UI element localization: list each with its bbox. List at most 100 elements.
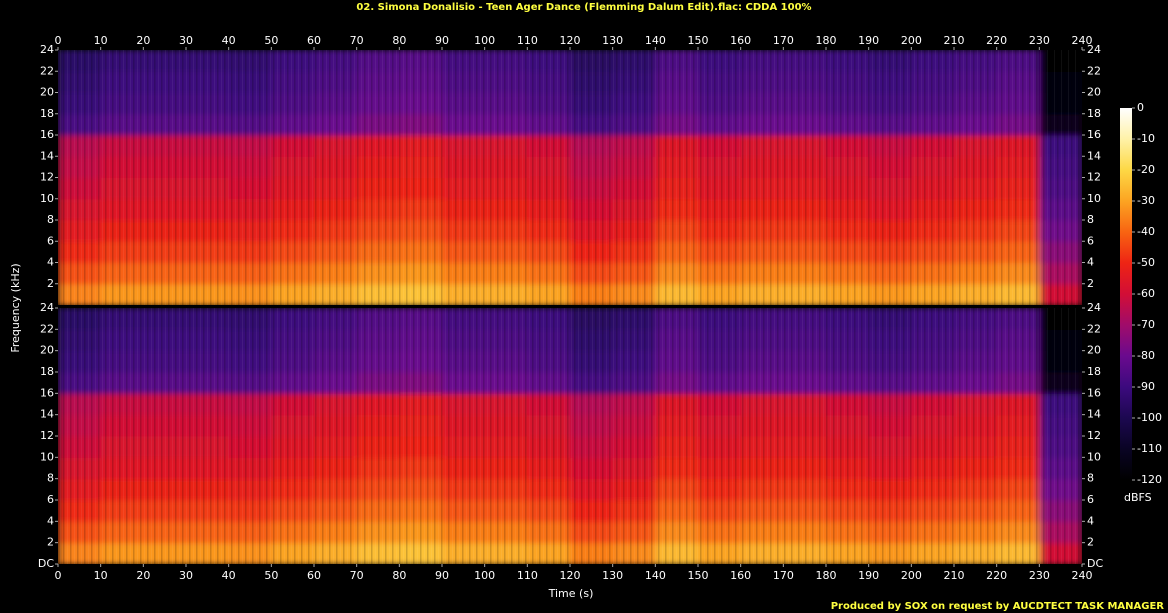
x-tick-label: 150 — [688, 569, 709, 582]
y-tick-label-right: 10 — [1087, 192, 1101, 205]
x-tick-label: 210 — [944, 569, 965, 582]
x-tick-label-top: 0 — [55, 34, 62, 47]
y-tick-label: 16 — [40, 128, 54, 141]
x-tick-label-top: 230 — [1029, 34, 1050, 47]
x-tick-label: 160 — [730, 569, 751, 582]
x-tick-label-top: 30 — [179, 34, 193, 47]
colorbar-tick-label: -100 — [1137, 411, 1162, 424]
x-tick-label-top: 50 — [264, 34, 278, 47]
x-tick-label: 50 — [264, 569, 278, 582]
x-tick-label: 30 — [179, 569, 193, 582]
footer: Produced by SOX on request by AUCDTECT T… — [831, 601, 1165, 612]
y-tick-label: 4 — [47, 256, 54, 269]
x-tick-label-top: 200 — [901, 34, 922, 47]
x-tick-label-top: 210 — [944, 34, 965, 47]
colorbar-tick-label: -110 — [1137, 442, 1162, 455]
x-tick-label: 200 — [901, 569, 922, 582]
colorbar-tick-label: -10 — [1137, 132, 1155, 145]
y-tick-label: 8 — [47, 213, 54, 226]
y-tick-label: 12 — [40, 429, 54, 442]
x-tick-label: 60 — [307, 569, 321, 582]
x-tick-label-top: 20 — [136, 34, 150, 47]
y-tick-label-right: 16 — [1087, 128, 1101, 141]
y-tick-label-right: 14 — [1087, 408, 1101, 421]
x-tick-label-top: 220 — [986, 34, 1007, 47]
y-tick-label-right: 12 — [1087, 171, 1101, 184]
y-tick-label: 10 — [40, 450, 54, 463]
y-tick-label: 6 — [47, 493, 54, 506]
x-tick-label-top: 100 — [474, 34, 495, 47]
x-tick-label-top: 170 — [773, 34, 794, 47]
x-tick-label-top: 10 — [94, 34, 108, 47]
y-tick-label: 24 — [40, 301, 54, 314]
y-tick-label-right: 18 — [1087, 365, 1101, 378]
y-tick-label: 14 — [40, 408, 54, 421]
x-tick-label-top: 130 — [602, 34, 623, 47]
x-tick-label: 190 — [858, 569, 879, 582]
y-tick-label-right: 4 — [1087, 256, 1094, 269]
x-tick-label: 130 — [602, 569, 623, 582]
y-tick-label-right: 20 — [1087, 86, 1101, 99]
x-tick-label-top: 240 — [1072, 34, 1093, 47]
x-tick-label-top: 40 — [222, 34, 236, 47]
x-tick-label: 90 — [435, 569, 449, 582]
y-tick-label-right: 24 — [1087, 43, 1101, 56]
y-tick-label-right: 8 — [1087, 472, 1094, 485]
x-tick-label-top: 90 — [435, 34, 449, 47]
y-tick-label: DC — [38, 557, 54, 570]
y-tick-label-right: 12 — [1087, 429, 1101, 442]
y-tick-label: 2 — [47, 277, 54, 290]
colorbar-label: dBFS — [1124, 491, 1152, 504]
plot-area — [58, 50, 1082, 305]
x-tick-label: 110 — [517, 569, 538, 582]
colorbar-tick-label: -80 — [1137, 349, 1155, 362]
colorbar — [1120, 108, 1132, 480]
x-tick-label-top: 120 — [560, 34, 581, 47]
x-tick-label: 170 — [773, 569, 794, 582]
colorbar-tick-label: -90 — [1137, 380, 1155, 393]
x-tick-label-top: 180 — [816, 34, 837, 47]
y-tick-label-right: 6 — [1087, 493, 1094, 506]
x-tick-label-top: 60 — [307, 34, 321, 47]
y-tick-label-right: 20 — [1087, 344, 1101, 357]
x-tick-label: 40 — [222, 569, 236, 582]
x-tick-label-top: 190 — [858, 34, 879, 47]
x-tick-label-top: 140 — [645, 34, 666, 47]
colorbar-tick-label: -20 — [1137, 163, 1155, 176]
y-tick-label: 20 — [40, 86, 54, 99]
y-tick-label-right: 8 — [1087, 213, 1094, 226]
y-tick-label: 18 — [40, 365, 54, 378]
y-tick-label-right: 6 — [1087, 234, 1094, 247]
y-tick-label-right: 10 — [1087, 450, 1101, 463]
y-tick-label: 24 — [40, 43, 54, 56]
x-tick-label: 0 — [55, 569, 62, 582]
y-tick-label: 6 — [47, 234, 54, 247]
x-tick-label-top: 70 — [350, 34, 364, 47]
y-tick-label: 18 — [40, 107, 54, 120]
y-tick-label: 16 — [40, 386, 54, 399]
y-tick-label: 22 — [40, 322, 54, 335]
y-tick-label-right: DC — [1087, 557, 1103, 570]
y-tick-label: 4 — [47, 514, 54, 527]
x-tick-label-top: 150 — [688, 34, 709, 47]
y-tick-label: 8 — [47, 472, 54, 485]
colorbar-tick-label: -60 — [1137, 287, 1155, 300]
x-tick-label: 220 — [986, 569, 1007, 582]
y-tick-label-right: 14 — [1087, 149, 1101, 162]
y-tick-label: 14 — [40, 149, 54, 162]
colorbar-tick-label: 0 — [1137, 101, 1144, 114]
y-tick-label-right: 18 — [1087, 107, 1101, 120]
x-tick-label-top: 110 — [517, 34, 538, 47]
x-tick-label: 120 — [560, 569, 581, 582]
texture — [58, 50, 1082, 305]
x-tick-label: 180 — [816, 569, 837, 582]
y-tick-label: 22 — [40, 64, 54, 77]
x-tick-label-top: 160 — [730, 34, 751, 47]
y-tick-label-right: 16 — [1087, 386, 1101, 399]
x-tick-label-top: 80 — [392, 34, 406, 47]
y-tick-label-right: 2 — [1087, 277, 1094, 290]
colorbar-tick-label: -70 — [1137, 318, 1155, 331]
x-axis-label: Time (s) — [548, 587, 594, 600]
x-tick-label: 100 — [474, 569, 495, 582]
